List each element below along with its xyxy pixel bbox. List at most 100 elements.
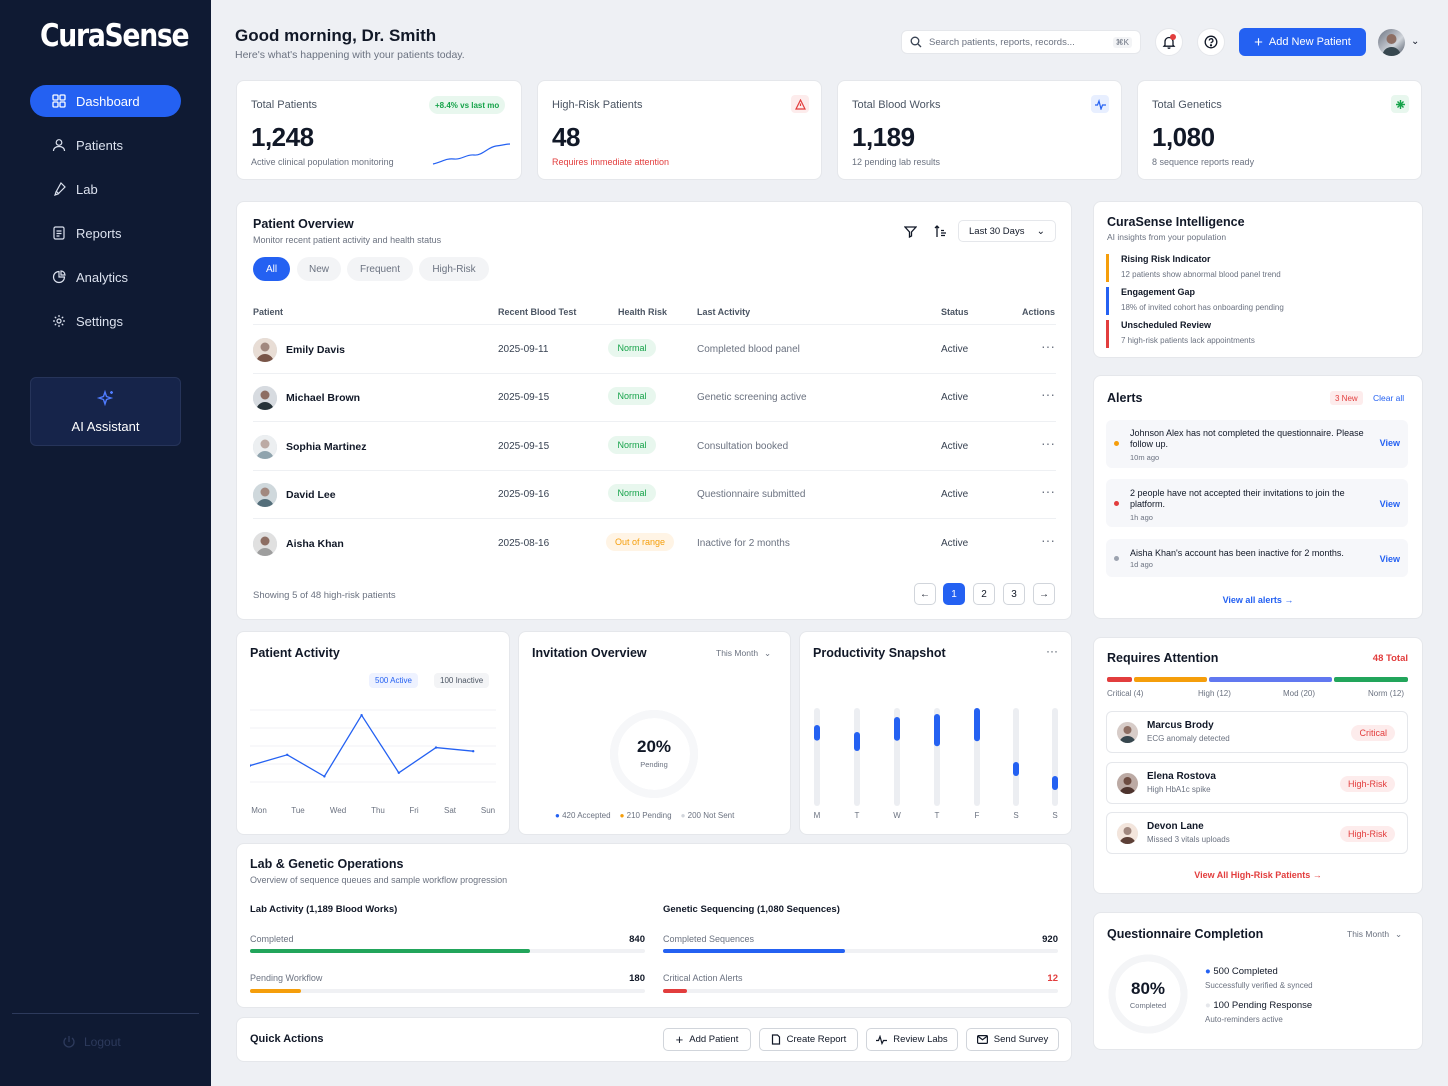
column-header-actions[interactable]: Actions [1022, 307, 1056, 317]
activity-point [250, 764, 252, 767]
insight-item[interactable]: Unscheduled Review 7 high-risk patients l… [1106, 320, 1406, 348]
attention-name: Devon Lane [1147, 821, 1204, 832]
alert-item[interactable]: 2 people have not accepted their invitat… [1106, 479, 1408, 527]
segment-label-mod: Mod (20) [1283, 689, 1316, 698]
column-header-health-risk[interactable]: Health Risk [618, 307, 668, 317]
blood-test-date: 2025-09-15 [498, 441, 550, 452]
questionnaire-title: Questionnaire Completion [1107, 927, 1264, 941]
page-2-button[interactable]: 2 [973, 583, 995, 605]
brand-logo[interactable]: CuraSense [40, 18, 190, 54]
clear-all-link[interactable]: Clear all [1373, 393, 1405, 403]
patient-name[interactable]: Sophia Martinez [286, 441, 367, 453]
alert-item[interactable]: Johnson Alex has not completed the quest… [1106, 420, 1408, 468]
last-activity: Completed blood panel [697, 344, 800, 355]
send-survey-button[interactable]: Send Survey [966, 1028, 1059, 1051]
more-actions-icon[interactable]: ··· [1041, 435, 1055, 451]
filter-button[interactable] [900, 221, 920, 241]
view-all-high-risk-link[interactable]: View All High-Risk Patients → [1194, 870, 1322, 880]
alert-view-link[interactable]: View [1379, 438, 1400, 448]
patient-name[interactable]: Aisha Khan [286, 538, 344, 550]
alert-view-link[interactable]: View [1379, 499, 1400, 509]
progress-fill [663, 949, 845, 953]
page-1-button[interactable]: 1 [943, 583, 965, 605]
filter-all[interactable]: All [253, 257, 290, 281]
alert-view-link[interactable]: View [1379, 554, 1400, 564]
attention-item[interactable]: Devon Lane Missed 3 vitals uploads High-… [1106, 812, 1408, 854]
sidebar-item-reports[interactable]: Reports [30, 217, 181, 249]
insight-item[interactable]: Rising Risk Indicator 12 patients show ab… [1106, 254, 1406, 282]
alert-text: Johnson Alex has not completed the quest… [1130, 428, 1364, 449]
column-header-patient[interactable]: Patient [253, 307, 284, 317]
notifications-button[interactable] [1155, 28, 1183, 56]
sidebar-item-lab[interactable]: Lab [30, 173, 181, 205]
sidebar-item-dashboard[interactable]: Dashboard [30, 85, 181, 117]
activity-point [434, 746, 438, 749]
table-row[interactable]: Emily Davis 2025-09-11 Normal Completed … [253, 326, 1056, 374]
more-actions-icon[interactable]: ··· [1041, 532, 1055, 548]
legend-pending: ● 210 Pending [619, 811, 672, 820]
filter-new[interactable]: New [297, 257, 341, 281]
mail-icon [976, 1035, 988, 1044]
invitation-period-dropdown[interactable]: This Month ⌄ [716, 648, 771, 659]
plus-icon: + [1254, 33, 1263, 51]
table-row[interactable]: Sophia Martinez 2025-09-15 Normal Consul… [253, 423, 1056, 471]
help-button[interactable] [1197, 28, 1225, 56]
patient-name[interactable]: Emily Davis [286, 344, 345, 356]
sidebar-item-analytics[interactable]: Analytics [30, 261, 181, 293]
sparkle-icon [96, 389, 113, 407]
filter-frequent[interactable]: Frequent [347, 257, 413, 281]
table-row[interactable]: Michael Brown 2025-09-15 Normal Genetic … [253, 374, 1056, 422]
table-row[interactable]: David Lee 2025-09-16 Normal Questionnair… [253, 471, 1056, 519]
bar-track [1013, 708, 1019, 806]
view-all-alerts-link[interactable]: View all alerts → [1222, 595, 1294, 605]
bar-track [814, 708, 820, 806]
logout-button[interactable]: Logout [62, 1035, 121, 1049]
power-icon [63, 1036, 75, 1048]
page-3-button[interactable]: 3 [1003, 583, 1025, 605]
period-dropdown[interactable]: Last 30 Days ⌄ [958, 220, 1056, 242]
risk-segment [1334, 677, 1408, 682]
more-options-icon[interactable]: ··· [1046, 644, 1058, 658]
questionnaire-period-dropdown[interactable]: This Month ⌄ [1347, 929, 1402, 940]
button-label: Create Report [786, 1034, 847, 1045]
search-input[interactable]: Search patients, reports, records... ⌘K [901, 30, 1141, 54]
avatar [1117, 823, 1138, 844]
patient-name[interactable]: Michael Brown [286, 392, 361, 404]
prev-page-button[interactable]: ← [914, 583, 936, 605]
add-patient-button[interactable]: + Add Patient [663, 1028, 751, 1051]
more-actions-icon[interactable]: ··· [1041, 338, 1055, 354]
sidebar-item-patients[interactable]: Patients [30, 129, 181, 161]
progress-value: 920 [1042, 934, 1058, 945]
chevron-down-icon[interactable]: ⌄ [1411, 36, 1420, 47]
column-header-last-activity[interactable]: Last Activity [697, 307, 751, 317]
sidebar-item-label: Reports [76, 225, 122, 241]
column-header-status[interactable]: Status [941, 307, 969, 317]
blood-test-date: 2025-09-16 [498, 489, 550, 500]
more-actions-icon[interactable]: ··· [1041, 483, 1055, 499]
user-avatar[interactable] [1378, 29, 1405, 56]
kpi-high-risk: High-Risk Patients 48 Requires immediate… [537, 80, 822, 180]
progress-value: 12 [1047, 973, 1058, 984]
insight-item[interactable]: Engagement Gap 18% of invited cohort has … [1106, 287, 1406, 315]
attention-item[interactable]: Elena Rostova High HbA1c spike High-Risk [1106, 762, 1408, 804]
next-page-button[interactable]: → [1033, 583, 1055, 605]
patient-name[interactable]: David Lee [286, 489, 336, 501]
alert-item[interactable]: Aisha Khan's account has been inactive f… [1106, 539, 1408, 577]
review-labs-button[interactable]: Review Labs [866, 1028, 958, 1051]
alert-time: 10m ago [1130, 453, 1160, 462]
create-report-button[interactable]: Create Report [759, 1028, 858, 1051]
sort-button[interactable] [930, 221, 950, 241]
attention-item[interactable]: Marcus Brody ECG anomaly detected Critic… [1106, 711, 1408, 753]
ai-assistant-label: AI Assistant [71, 419, 140, 434]
more-actions-icon[interactable]: ··· [1041, 386, 1055, 402]
ai-assistant-button[interactable]: AI Assistant [30, 377, 181, 446]
add-new-patient-button[interactable]: + Add New Patient [1239, 28, 1366, 56]
avatar [253, 483, 277, 507]
pulse-icon [1091, 95, 1109, 113]
filter-high-risk[interactable]: High-Risk [419, 257, 489, 281]
risk-segment [1209, 677, 1333, 682]
column-header-blood-test[interactable]: Recent Blood Test [498, 307, 577, 317]
bar [854, 732, 860, 751]
table-row[interactable]: Aisha Khan 2025-08-16 Out of range Inact… [253, 520, 1056, 568]
sidebar-item-settings[interactable]: Settings [30, 305, 181, 337]
